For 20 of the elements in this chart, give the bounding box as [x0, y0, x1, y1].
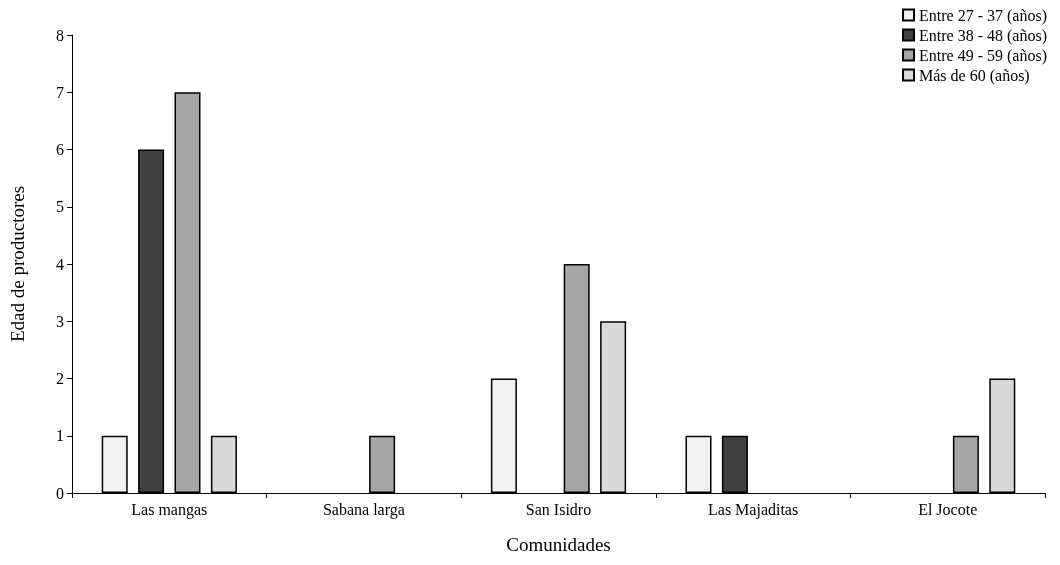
legend-label: Más de 60 (años) — [919, 66, 1030, 85]
legend-label: Entre 27 - 37 (años) — [919, 6, 1048, 25]
x-axis-title: Comunidades — [506, 534, 611, 555]
x-tick-label: Sabana larga — [322, 500, 405, 519]
y-tick-label: 3 — [56, 312, 64, 330]
x-tick-label: El Jocote — [918, 500, 978, 518]
y-axis-title: Edad de productores — [7, 185, 28, 343]
legend-label: Entre 49 - 59 (años) — [919, 46, 1048, 65]
y-tick-label: 0 — [56, 484, 64, 502]
x-tick-label: Las mangas — [131, 500, 208, 519]
y-tick-label: 1 — [56, 427, 64, 445]
y-tick-label: 2 — [56, 370, 64, 387]
legend-label: Entre 38 - 48 (años) — [919, 26, 1048, 45]
x-tick-label: Las Majaditas — [708, 500, 799, 519]
y-tick-label: 4 — [56, 255, 64, 273]
y-tick-label: 7 — [56, 83, 64, 101]
y-tick-label: 5 — [56, 198, 64, 216]
y-tick-label: 8 — [56, 26, 64, 44]
x-tick-label: San Isidro — [525, 500, 592, 518]
y-tick-label: 6 — [56, 141, 64, 158]
